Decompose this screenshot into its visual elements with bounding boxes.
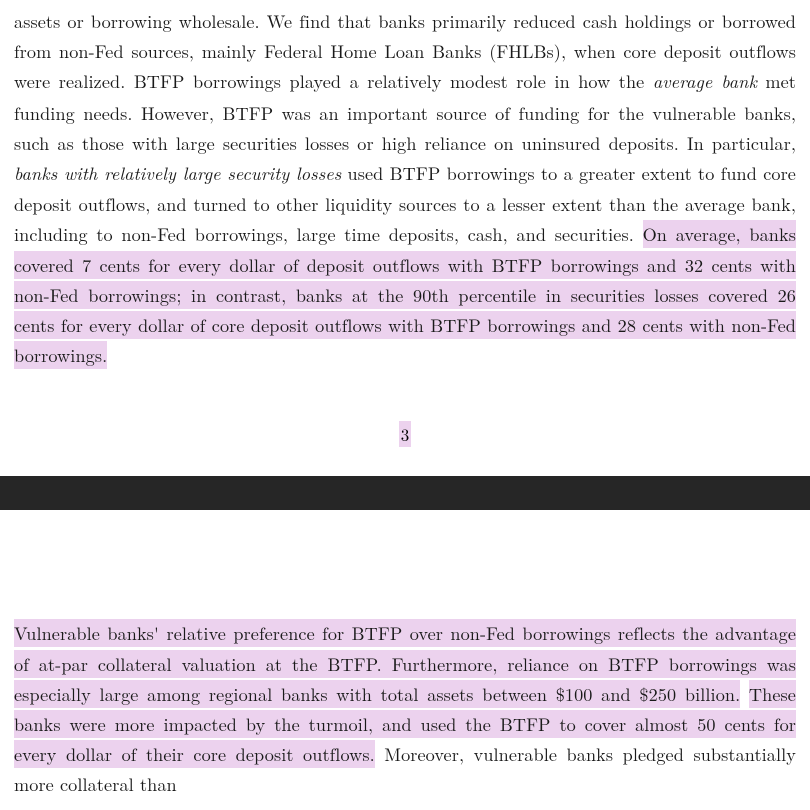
page-4-top-margin xyxy=(0,510,810,618)
body-paragraph-bottom: Vulnerable banks' relative preference fo… xyxy=(14,618,796,799)
page-number: 3 xyxy=(14,422,796,446)
highlighted-sentence-preference: Vulnerable banks' relative preference fo… xyxy=(14,619,796,707)
page-3-visible-bottom: assets or borrowing wholesale. We find t… xyxy=(0,0,810,476)
page-number-value: 3 xyxy=(399,421,412,447)
page-4-visible-top: Vulnerable banks' relative preference fo… xyxy=(0,618,810,809)
viewer-page-gap xyxy=(0,476,810,510)
body-paragraph-top: assets or borrowing wholesale. We find t… xyxy=(14,6,796,370)
italic-average-bank: average bank xyxy=(653,69,757,94)
italic-banks-security-losses: banks with relatively large security los… xyxy=(14,161,341,186)
